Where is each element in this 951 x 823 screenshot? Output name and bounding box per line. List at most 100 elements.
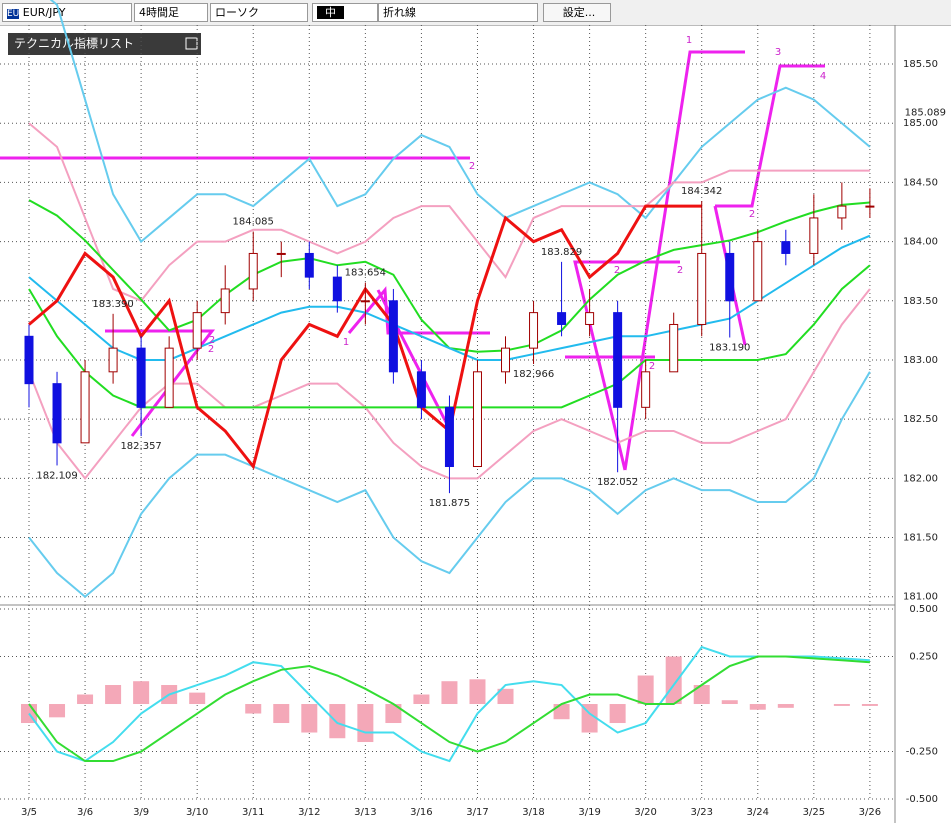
candle-body xyxy=(669,323,679,373)
price-label: 184.085 xyxy=(233,217,274,228)
y-tick-label: 184.00 xyxy=(903,237,938,248)
histogram-bar xyxy=(469,679,486,705)
macd-line xyxy=(28,645,870,763)
y-tick-label: -0.500 xyxy=(906,794,938,805)
candle-body xyxy=(613,312,623,408)
histogram-bar xyxy=(77,694,94,705)
candle-body xyxy=(136,347,146,408)
timeframe-select[interactable]: 4時間足 xyxy=(134,3,208,22)
line-type-select[interactable]: 折れ線 xyxy=(378,3,538,22)
list-toggle[interactable] xyxy=(185,37,198,50)
price-label: 183.390 xyxy=(92,299,133,310)
y-tick-label: 183.00 xyxy=(903,355,938,366)
candle-body xyxy=(360,300,370,303)
candle-body xyxy=(220,288,230,314)
wave-label: 2 xyxy=(749,209,755,220)
wave-label: 4 xyxy=(820,71,826,82)
wave-label: 2 xyxy=(469,161,475,172)
macd-line xyxy=(28,655,870,763)
candle-body xyxy=(865,205,875,208)
x-tick-label: 3/23 xyxy=(690,807,712,818)
x-tick-label: 3/13 xyxy=(354,807,376,818)
price-label: 183.190 xyxy=(709,342,750,353)
candle-body xyxy=(24,335,34,385)
wave-label: 1 xyxy=(343,337,349,348)
settings-button[interactable]: 設定... xyxy=(543,3,611,22)
price-label: 184.342 xyxy=(681,186,722,197)
toolbar: EU EUR/JPY 4時間足 ローソク 中 折れ線 設定... xyxy=(0,0,951,26)
y-tick-label: 183.50 xyxy=(903,296,938,307)
last-price-label: 185.089 xyxy=(905,108,946,119)
candle-body xyxy=(641,371,651,408)
candle-body xyxy=(248,252,258,290)
x-tick-label: 3/19 xyxy=(578,807,600,818)
histogram-bar xyxy=(553,704,570,720)
symbol: EUR/JPY xyxy=(22,6,66,19)
candle-body xyxy=(192,312,202,349)
candle-body xyxy=(80,371,90,444)
histogram-bar xyxy=(273,704,290,724)
histogram-bar xyxy=(581,704,598,733)
price-label: 183.654 xyxy=(345,268,386,279)
candle-body xyxy=(585,312,595,325)
candle-body xyxy=(529,312,539,349)
candle-body xyxy=(501,347,511,373)
y-tick-label: 0.500 xyxy=(909,604,938,615)
x-tick-label: 3/26 xyxy=(859,807,881,818)
symbol-select[interactable]: EU EUR/JPY xyxy=(2,3,132,22)
histogram-bar xyxy=(189,692,206,705)
candle-body xyxy=(276,252,286,255)
candle-body xyxy=(164,347,174,408)
histogram-bar xyxy=(497,688,514,705)
x-tick-label: 3/24 xyxy=(747,807,769,818)
histogram-bar xyxy=(665,656,682,705)
histogram-bar xyxy=(413,694,430,705)
price-label: 182.052 xyxy=(597,477,638,488)
x-tick-label: 3/11 xyxy=(242,807,264,818)
candle-body xyxy=(781,241,791,254)
histogram-bar xyxy=(609,704,626,724)
histogram-bar xyxy=(749,704,766,710)
y-tick-label: 0.250 xyxy=(909,652,938,663)
candle-body xyxy=(809,217,819,254)
candle-body xyxy=(697,252,707,325)
x-tick-label: 3/6 xyxy=(77,807,93,818)
histogram-bar xyxy=(385,704,402,724)
indicator-list-button[interactable] xyxy=(8,33,201,55)
price-label: 183.829 xyxy=(541,247,582,258)
candle-body xyxy=(52,383,62,444)
y-tick-label: 181.50 xyxy=(903,533,938,544)
x-tick-label: 3/20 xyxy=(634,807,656,818)
candle-body xyxy=(557,312,567,325)
candle-body xyxy=(725,252,735,302)
indicator-line xyxy=(28,199,870,353)
histogram-bar xyxy=(693,685,710,705)
size: 中 xyxy=(317,6,344,19)
histogram-bar xyxy=(49,704,66,718)
candle-body xyxy=(753,241,763,302)
indicator-line xyxy=(28,371,871,599)
y-tick-label: -0.250 xyxy=(906,747,938,758)
x-tick-label: 3/10 xyxy=(186,807,208,818)
wave-label: 1 xyxy=(686,35,692,46)
y-tick-label: 181.00 xyxy=(903,592,938,603)
wave-label: 3 xyxy=(775,47,781,58)
histogram-bar xyxy=(441,681,458,705)
wave-label: 2 xyxy=(677,265,683,276)
histogram-bar xyxy=(133,681,150,705)
histogram-bar xyxy=(637,675,654,705)
histogram-bar xyxy=(357,704,374,743)
histogram-bar xyxy=(329,704,346,739)
price-label: 181.875 xyxy=(429,498,470,509)
histogram-bar xyxy=(721,700,738,705)
style-select[interactable]: ローソク xyxy=(210,3,308,22)
x-tick-label: 3/18 xyxy=(522,807,544,818)
size-select[interactable]: 中 xyxy=(312,3,378,22)
x-tick-label: 3/17 xyxy=(466,807,488,818)
indicator-line xyxy=(49,0,871,244)
x-tick-label: 3/9 xyxy=(133,807,149,818)
candle-body xyxy=(332,276,342,302)
y-tick-label: 184.50 xyxy=(903,177,938,188)
